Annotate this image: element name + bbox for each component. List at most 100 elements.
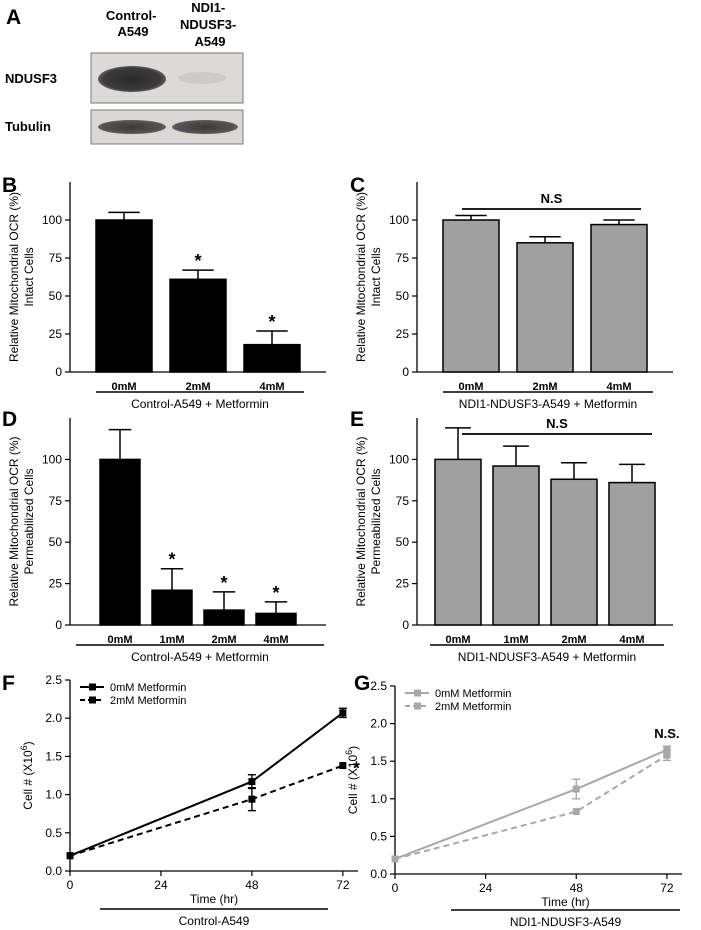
panel-e-y-tick-label: 0 [402, 618, 409, 632]
panel-e-y-label-line: Permeabilized Cells [369, 468, 383, 574]
panel-f-group-label: Control-A549 [179, 914, 250, 928]
panel-g-data-point [572, 785, 580, 793]
panel-f-x-tick-label: 0 [67, 878, 74, 892]
panel-g-y-tick-label: 1.5 [370, 754, 387, 768]
panel-c-y-tick-label: 25 [396, 327, 410, 341]
panel-f-legend-marker [89, 696, 96, 704]
panel-b-letter: B [2, 174, 17, 197]
panel-f-series-line [69, 764, 344, 857]
panel-b-y-label: Relative Mitochondrial OCR (%)Intact Cel… [7, 192, 36, 362]
lane-label-control-line2: A549 [117, 24, 148, 39]
panel-d-bar [255, 612, 297, 626]
panel-g-legend-marker [414, 702, 421, 710]
panel-e-category-label: 1mM [503, 634, 528, 646]
panel-g-x-tick-label: 0 [392, 881, 399, 895]
panel-c-y-tick-label: 50 [396, 289, 410, 303]
charts-layer: 0 25 50 75 100 Relative Mitochondrial OCR (%)… [7, 182, 682, 929]
panel-d-chart: 0 25 50 75 100 Relative Mitochondrial OCR (%)… [7, 418, 326, 664]
panel-g-x-label: Time (hr) [541, 895, 589, 909]
panel-a: A Control- A549 NDI1- NDUSF3- A549 NDUSF… [5, 0, 244, 145]
panel-g-legend-label: 0mM Metformin [435, 688, 511, 700]
panel-f-series-line [69, 712, 344, 857]
lane-label-ndi1: NDI1- NDUSF3- A549 [180, 0, 240, 49]
panel-c-bar [442, 219, 500, 373]
panel-e-bar [434, 458, 482, 626]
panel-c-y-tick-label: 100 [389, 213, 409, 227]
panel-b-bar [243, 343, 301, 373]
panel-d-y-label-line: Permeabilized Cells [22, 468, 36, 574]
panel-b-y-tick-label: 100 [42, 213, 62, 227]
panel-c-y-label: Relative Mitochondrial OCR (%)Intact Cel… [354, 192, 383, 362]
panel-g-series-line [394, 749, 668, 860]
band-tubulin-control [98, 120, 166, 134]
panel-f-y-tick-label: 2.5 [45, 673, 62, 687]
panel-d-category-label: 1mM [159, 634, 184, 646]
panel-b-y-label-line: Intact Cells [22, 247, 36, 306]
panel-g-letter: G [354, 672, 370, 695]
panel-b-y-tick-label: 50 [49, 289, 63, 303]
row-label-tubulin: Tubulin [5, 119, 51, 134]
panel-e-category-label: 4mM [619, 634, 644, 646]
panel-c-y-tick-label: 75 [396, 251, 410, 265]
panel-c-y-label-line: Intact Cells [369, 247, 383, 306]
panel-g-y-label-sup: 6 [344, 750, 354, 755]
panel-d-y-tick-label: 25 [49, 577, 63, 591]
panel-d-significance-star: * [168, 550, 175, 570]
panel-d-x-label: Control-A549 + Metformin [131, 650, 269, 664]
panel-f-data-point [66, 852, 74, 860]
panel-e-category-label: 2mM [561, 634, 586, 646]
panel-f-y-tick-label: 1.5 [45, 749, 62, 763]
panel-g-y-tick-label: 2.0 [370, 717, 387, 731]
panel-f-data-point [339, 762, 347, 770]
panel-b-bar [169, 278, 227, 373]
panel-f-letter: F [2, 672, 15, 695]
panel-e-bar [550, 478, 598, 626]
panel-d-y-tick-label: 75 [49, 494, 63, 508]
panel-g-data-point [572, 808, 580, 816]
panel-g-y-tick-label: 1.0 [370, 792, 387, 806]
panel-c-y-tick-label: 0 [402, 365, 409, 379]
panel-g-chart: 0.0 0.5 1.0 1.5 2.0 2.5 0 24 48 72 Cell # (X106) Ti… [344, 679, 682, 929]
panel-c-chart: 0 25 50 75 100 Relative Mitochondrial OCR (%)… [354, 182, 673, 411]
panel-b-y-tick-label: 25 [49, 327, 63, 341]
panel-c-category-label: 4mM [606, 381, 631, 393]
panel-e-y-label-line: Relative Mitochondrial OCR (%) [354, 436, 368, 606]
panel-b-y-tick-label: 0 [55, 365, 62, 379]
panel-a-letter: A [6, 6, 21, 29]
band-tubulin-ndi1 [172, 120, 238, 134]
panel-e-ns-label: N.S [546, 416, 568, 431]
panel-e-chart: 0 25 50 75 100 Relative Mitochondrial OCR (%)… [354, 416, 673, 664]
panel-b-chart: 0 25 50 75 100 Relative Mitochondrial OCR (%)… [7, 182, 326, 411]
lane-label-control: Control- A549 [106, 8, 160, 39]
panel-g-legend-label: 2mM Metformin [435, 701, 511, 713]
panel-f-data-point [248, 795, 256, 803]
panel-g-data-point [391, 855, 399, 863]
panel-f-y-label: Cell # (X106) [19, 741, 35, 809]
panel-d-category-label: 4mM [263, 634, 288, 646]
panel-d-y-tick-label: 100 [42, 452, 62, 466]
panel-f-y-tick-label: 0.0 [45, 864, 62, 878]
panel-b-significance-star: * [268, 312, 275, 332]
panel-e-x-label: NDI1-NDUSF3-A549 + Metformin [458, 650, 636, 664]
panel-d-y-tick-label: 0 [55, 618, 62, 632]
panel-g-x-tick-label: 72 [660, 881, 674, 895]
panel-g-data-point [663, 751, 671, 759]
panel-f-data-point [248, 778, 256, 786]
panel-f-y-label-close: ) [21, 741, 35, 745]
panel-g-ns-label: N.S. [654, 726, 679, 741]
panel-f-x-tick-label: 48 [245, 878, 259, 892]
panel-e-bar [608, 481, 656, 626]
panel-b-category-label: 4mM [259, 381, 284, 393]
panel-e-letter: E [350, 408, 364, 431]
panel-f-y-tick-label: 2.0 [45, 711, 62, 725]
panel-d-y-tick-label: 50 [49, 535, 63, 549]
panel-d-category-label: 0mM [107, 634, 132, 646]
panel-d-bar [203, 609, 245, 626]
lane-label-ndi1-line1: NDI1- [191, 0, 225, 15]
panel-d-y-label: Relative Mitochondrial OCR (%)Permeabili… [7, 436, 36, 606]
panel-d-y-label-line: Relative Mitochondrial OCR (%) [7, 436, 21, 606]
lane-label-control-line1: Control- [106, 8, 157, 23]
panel-b-y-label-line: Relative Mitochondrial OCR (%) [7, 192, 21, 362]
panel-g-y-tick-label: 0.5 [370, 829, 387, 843]
